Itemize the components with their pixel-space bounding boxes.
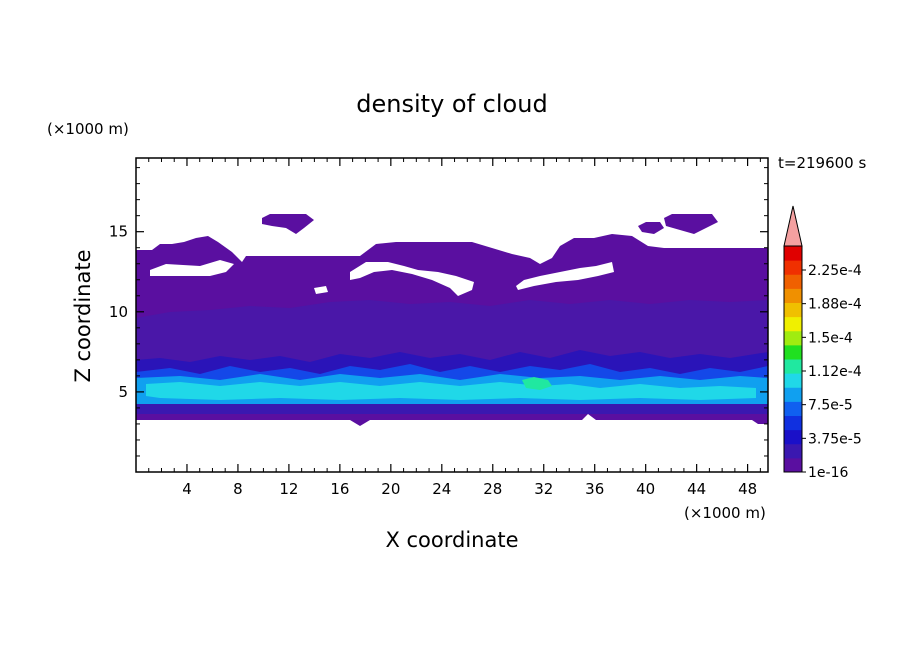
cloud-bottom-band [136, 404, 768, 414]
x-tick-label: 48 [738, 480, 757, 498]
x-unit-label: (×1000 m) [684, 504, 766, 522]
colorbar-segment [784, 316, 802, 332]
colorbar-segment [784, 401, 802, 416]
colorbar-segment [784, 415, 802, 431]
colorbar-segment [784, 344, 802, 360]
colorbar: 2.25e-4 1.88e-4 1.5e-4 1.12e-4 7.5e-5 3.75e-5… [783, 205, 862, 481]
colorbar-label: 3.75e-5 [808, 431, 862, 447]
y-tick-label: 15 [109, 223, 128, 241]
colorbar-segment [784, 359, 802, 374]
cloud-level-1.12e-4 [146, 382, 756, 400]
cloud-gap-3 [516, 262, 614, 290]
colorbar-segment [784, 246, 802, 261]
colorbar-segment [784, 274, 802, 289]
x-tick-label: 24 [432, 480, 451, 498]
cloud-gap-4 [314, 286, 328, 294]
x-tick-label: 12 [279, 480, 298, 498]
colorbar-segment [784, 330, 802, 346]
cloud-level-1.5e-4 [522, 377, 552, 390]
y-axis-ticks: 5 10 15 [109, 167, 768, 457]
colorbar-label: 1.88e-4 [808, 297, 862, 313]
x-tick-label: 16 [330, 480, 349, 498]
cloud-gap-2 [350, 262, 474, 296]
x-tick-label: 20 [381, 480, 400, 498]
colorbar-label: 1.5e-4 [808, 330, 853, 346]
colorbar-segment [784, 302, 802, 318]
cloud-gap-1 [150, 260, 234, 276]
x-tick-label: 28 [483, 480, 502, 498]
y-tick-label: 5 [118, 383, 128, 401]
colorbar-extend-triangle [783, 205, 803, 247]
colorbar-segment [784, 443, 802, 459]
colorbar-label: 2.25e-4 [808, 263, 862, 279]
x-tick-label: 8 [233, 480, 243, 498]
y-unit-label: (×1000 m) [47, 120, 129, 138]
colorbar-label: 7.5e-5 [808, 398, 853, 414]
chart-title: density of cloud [356, 90, 547, 118]
cloud-level-1e-16-dark [136, 300, 768, 368]
colorbar-label: 1.12e-4 [808, 364, 862, 380]
y-tick-label: 10 [109, 303, 128, 321]
colorbar-frame [783, 245, 803, 473]
colorbar-label: 1e-16 [808, 465, 848, 481]
colorbar-segment [784, 457, 802, 473]
x-axis-label: X coordinate [385, 528, 518, 552]
colorbar-segment [784, 373, 802, 388]
time-label: t=219600 s [778, 154, 866, 172]
x-tick-label: 36 [585, 480, 604, 498]
cloud-blob-upper-2 [638, 222, 664, 234]
cloud-blob-upper-1 [262, 214, 314, 234]
plot-frame [135, 157, 769, 473]
colorbar-segment [784, 260, 802, 275]
x-tick-label: 40 [636, 480, 655, 498]
x-tick-label: 32 [534, 480, 553, 498]
x-tick-label: 4 [182, 480, 192, 498]
y-axis-label: Z coordinate [71, 249, 95, 382]
colorbar-segment [784, 429, 802, 445]
colorbar-segment [784, 288, 802, 303]
colorbar-segment [784, 387, 802, 402]
x-axis-ticks: 4 8 12 16 20 24 28 32 36 40 44 48 [148, 158, 761, 498]
x-tick-label: 44 [687, 480, 706, 498]
cloud-blob-upper-3 [664, 214, 718, 234]
